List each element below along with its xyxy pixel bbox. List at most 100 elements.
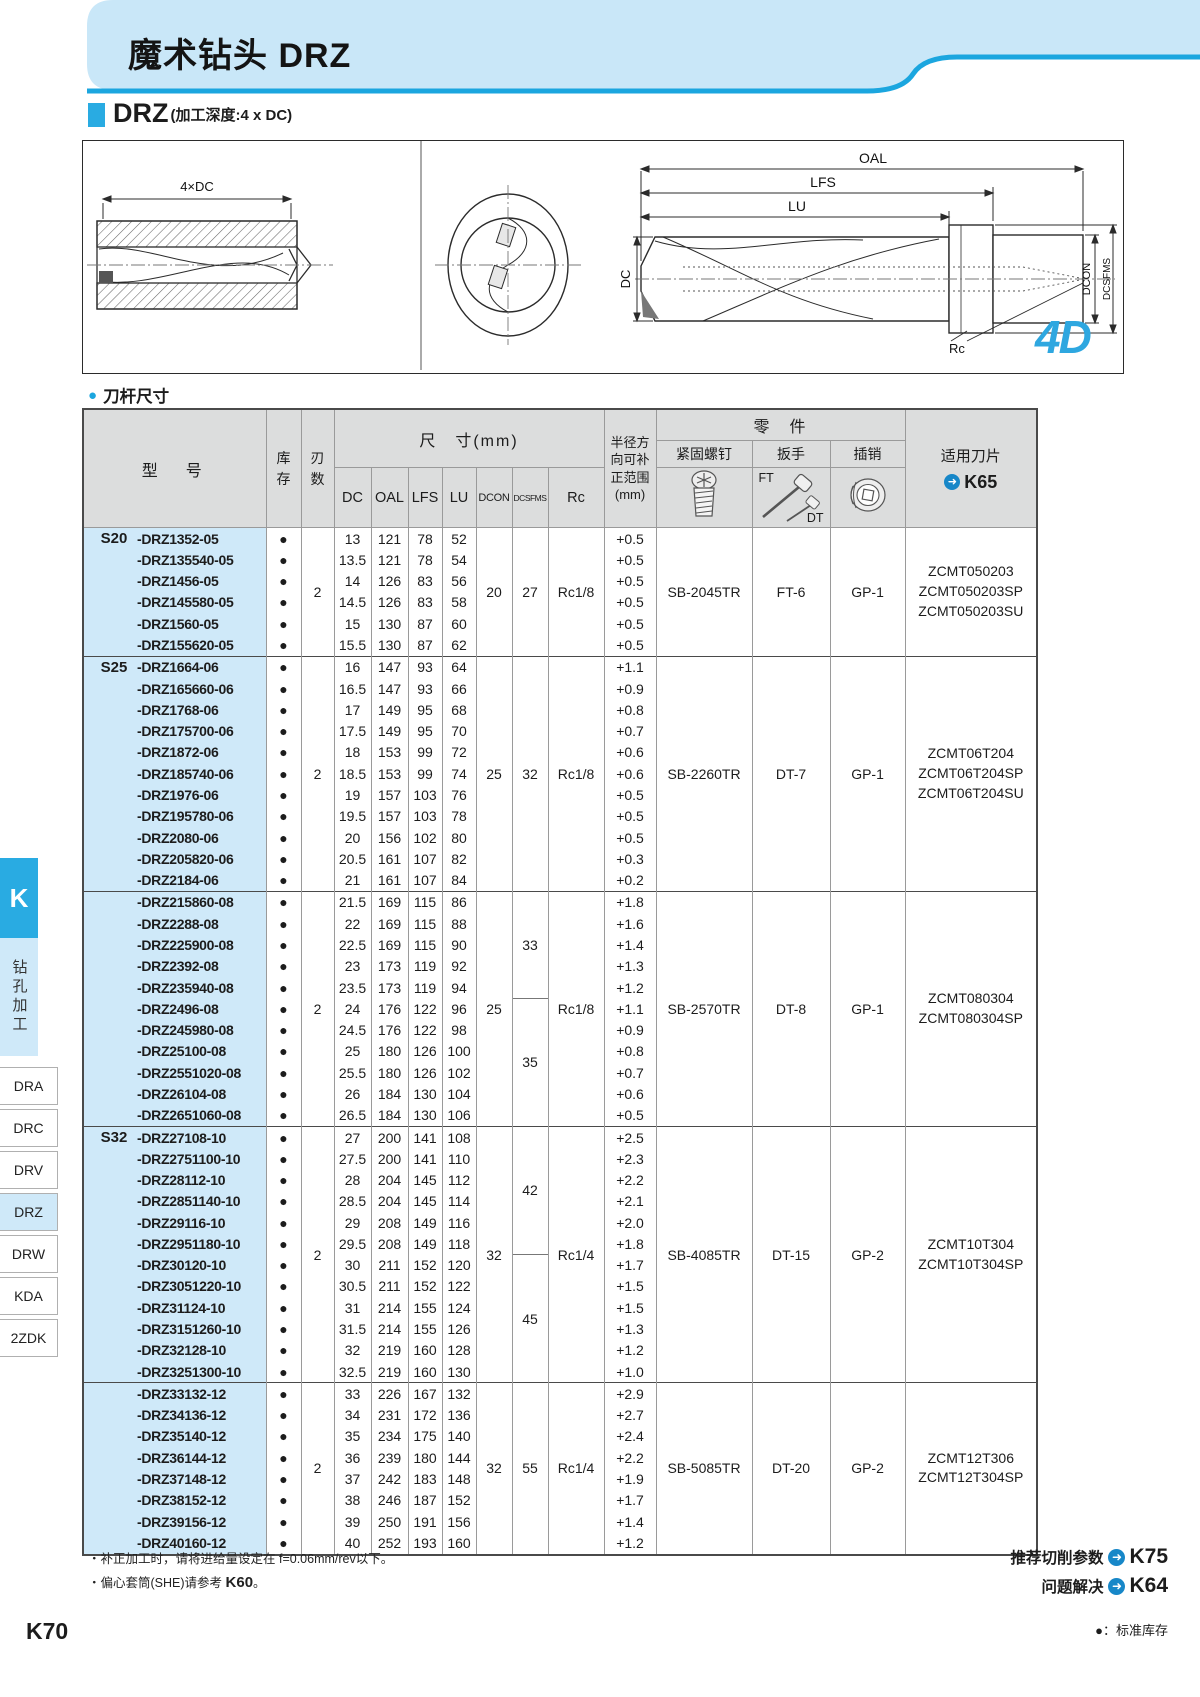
stock-dot: ● [265,976,301,999]
table-row: -DRZ28112-10 ● 28 204 145 112 +2.2 [83,1169,1037,1191]
model-number: -DRZ25100-08 [137,1043,226,1060]
table-row: -DRZ33132-12 ● 2 33 226 167 132 32 55 Rc1/4 +2.9 SB… [83,1382,1038,1555]
oal-cell: 226 [370,1382,408,1405]
model-number: -DRZ1976-06 [137,787,219,804]
model-number: -DRZ37148-12 [137,1471,226,1488]
sidebar-tab-k[interactable]: K [0,858,38,938]
pin-part-cell: GP-1 [829,890,906,1127]
dc-cell: 15.5 [333,634,371,657]
model-number: -DRZ28112-10 [137,1172,226,1189]
wrench-part-cell: FT-6 [751,527,831,657]
stock-dot: ● [265,784,301,806]
lfs-cell: 122 [407,998,442,1020]
stock-dot: ● [265,1468,301,1490]
oal-cell: 169 [370,913,408,935]
lu-cell: 126 [441,1318,476,1340]
oal-cell: 219 [370,1339,408,1361]
inserts-cell: ZCMT12T306 ZCMT12T304SP [904,1382,1038,1555]
dim-oal-label: OAL [859,150,887,166]
k60-page-ref[interactable]: K60 [225,1574,254,1592]
sidebar-item-drw[interactable]: DRW [0,1235,58,1273]
stock-dot: ● [265,1125,301,1149]
ref-link-cutting-params[interactable]: 推荐切削参数 K75 [1010,1545,1168,1569]
oal-cell: 204 [370,1190,408,1212]
comp-cell: +0.6 [603,763,657,785]
sidebar-item-2zdk[interactable]: 2ZDK [0,1319,58,1357]
stock-dot: ● [265,634,301,657]
ref-link-troubleshooting[interactable]: 问题解决 K64 [1010,1574,1168,1598]
dc-cell: 26.5 [333,1104,371,1127]
stock-dot: ● [265,677,301,700]
lfs-cell: 126 [407,1040,442,1063]
model-number: -DRZ2184-06 [137,872,219,889]
table-row: -DRZ40160-12 ● 40 252 193 160 +1.2 [83,1532,1037,1555]
model-number: -DRZ38152-12 [137,1492,226,1509]
lu-cell: 102 [441,1062,476,1084]
model-number: -DRZ2751100-10 [137,1150,241,1167]
model-number: -DRZ40160-12 [137,1534,226,1551]
lu-cell: 128 [441,1339,476,1361]
table-section-label: ● 刀杆尺寸 [88,383,169,407]
stock-dot: ● [265,805,301,827]
inserts-cell: ZCMT10T304 ZCMT10T304SP [904,1125,1038,1383]
table-row: -DRZ26104-08 ● 26 184 130 104 +0.6 [83,1083,1037,1105]
lu-cell: 110 [441,1148,476,1170]
dc-cell: 38 [333,1489,371,1511]
oal-cell: 121 [370,549,408,571]
table-row: -DRZ2851140-10 ● 28.5 204 145 114 +2.1 [83,1190,1037,1212]
sidebar-category-drilling: 钻孔加工 [0,938,38,1056]
dim-rc-label: Rc [949,341,965,356]
lu-cell: 106 [441,1104,476,1127]
inserts-page-ref[interactable]: K65 [964,471,998,492]
dim-dcon-label: DCON [1081,263,1093,295]
lfs-cell: 78 [407,527,442,550]
oal-cell: 130 [370,634,408,657]
stock-dot: ● [265,1212,301,1234]
comp-cell: +1.1 [603,998,657,1020]
dc-cell: 21 [333,869,371,892]
model-cell: -DRZ36144-12 [83,1447,266,1469]
lfs-cell: 115 [407,890,442,914]
lfs-cell: 83 [407,570,442,592]
lfs-cell: 152 [407,1275,442,1298]
lfs-cell: 87 [407,634,442,657]
lu-cell: 148 [441,1468,476,1490]
lfs-cell: 93 [407,655,442,678]
sidebar-item-drv[interactable]: DRV [0,1151,58,1189]
sidebar-item-drz[interactable]: DRZ [0,1193,58,1231]
size-table: 型 号 库 存 刃 数 尺 寸(mm) 半径方 向可补 正范围 (mm) 零 件… [82,408,1039,1556]
rc-cell: Rc1/4 [547,1382,605,1555]
stock-dot: ● [265,998,301,1020]
model-cell: -DRZ2288-08 [83,913,266,935]
oal-cell: 176 [370,998,408,1020]
header-lu: LU [441,467,477,528]
header-dcon: DCON [475,467,513,528]
oal-cell: 153 [370,741,408,764]
header-screw: 紧固螺钉 [655,440,753,468]
model-number: -DRZ175700-06 [137,723,234,740]
model-cell: -DRZ2551020-08 [83,1062,266,1084]
stock-dot: ● [265,1190,301,1212]
comp-cell: +2.5 [603,1125,657,1149]
dc-cell: 32.5 [333,1360,371,1383]
comp-cell: +0.9 [603,1019,657,1041]
oal-cell: 208 [370,1212,408,1234]
comp-cell: +2.7 [603,1404,657,1426]
sidebar-item-kda[interactable]: KDA [0,1277,58,1315]
lfs-cell: 103 [407,805,442,827]
header-inserts-label: 适用刀片 [940,447,1001,465]
model-cell: -DRZ35140-12 [83,1425,266,1448]
lu-cell: 62 [441,634,476,657]
wrench-part-cell: DT-8 [751,890,831,1127]
sidebar-item-drc[interactable]: DRC [0,1109,58,1147]
sidebar-item-dra[interactable]: DRA [0,1067,58,1105]
model-number: -DRZ165660-06 [137,680,234,697]
model-number: -DRZ1352-05 [137,530,219,547]
stock-dot: ● [265,741,301,764]
comp-cell: +0.3 [603,848,657,870]
model-cell: -DRZ135540-05 [83,549,266,571]
model-number: -DRZ2288-08 [137,915,219,932]
model-cell: -DRZ1768-06 [83,699,266,721]
model-cell: -DRZ145580-05 [83,591,266,614]
oal-cell: 180 [370,1040,408,1063]
